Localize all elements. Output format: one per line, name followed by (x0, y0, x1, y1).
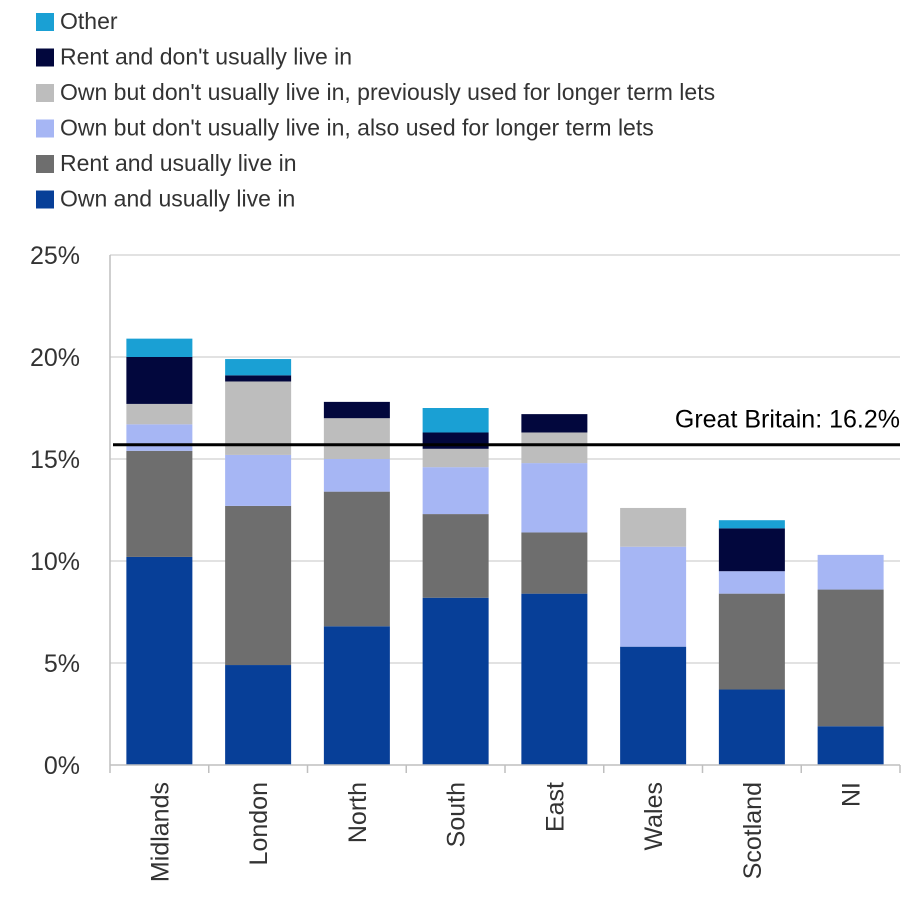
bar-segment-rent-and-don-t-usually-live-in (225, 375, 292, 382)
bar-segment-own-and-usually-live-in (718, 689, 785, 765)
x-category-label-ni: NI (838, 782, 866, 807)
legend-item-rent-and-don-t-usually-live-in: Rent and don't usually live in (36, 44, 352, 70)
legend-label: Own and usually live in (60, 186, 295, 212)
bar-stack-south (422, 408, 489, 765)
bar-stack-scotland (718, 520, 785, 765)
x-category-label-scotland: Scotland (739, 782, 767, 879)
legend-item-other: Other (36, 8, 118, 34)
x-category-label-wales: Wales (640, 782, 668, 851)
bar-segment-own-but-don-t-usually-live-in-previously-used-for-longer-term-lets (422, 448, 489, 468)
legend-item-own-and-usually-live-in: Own and usually live in (36, 186, 295, 212)
legend-swatch (36, 190, 54, 209)
bar-segment-own-and-usually-live-in (225, 665, 292, 765)
x-category-label-midlands: Midlands (146, 782, 174, 882)
x-category-label-south: South (443, 782, 471, 847)
legend-swatch (36, 13, 54, 31)
bar-segment-own-but-don-t-usually-live-in-previously-used-for-longer-term-lets (225, 381, 292, 455)
chart-bars (126, 338, 884, 765)
bar-segment-own-and-usually-live-in (323, 626, 390, 765)
legend-swatch (36, 155, 54, 173)
bar-segment-rent-and-usually-live-in (225, 505, 292, 666)
bar-segment-rent-and-don-t-usually-live-in (126, 357, 193, 404)
bar-segment-rent-and-don-t-usually-live-in (718, 528, 785, 572)
bar-segment-own-and-usually-live-in (817, 726, 884, 765)
legend-swatch (36, 119, 54, 138)
y-tick-label: 0% (44, 752, 80, 780)
y-tick-label: 5% (44, 650, 80, 678)
bar-stack-ni (817, 554, 884, 765)
bar-segment-other (126, 338, 193, 357)
bar-segment-own-and-usually-live-in (521, 593, 588, 765)
y-tick-label: 20% (30, 344, 80, 372)
x-category-label-london: London (245, 782, 273, 865)
bar-segment-own-but-don-t-usually-live-in-also-used-for-longer-term-lets (620, 546, 687, 647)
bar-segment-rent-and-don-t-usually-live-in (422, 432, 489, 449)
bar-segment-own-but-don-t-usually-live-in-previously-used-for-longer-term-lets (620, 507, 687, 547)
bar-segment-own-but-don-t-usually-live-in-also-used-for-longer-term-lets (225, 454, 292, 506)
legend-swatch (36, 84, 54, 102)
bar-segment-own-but-don-t-usually-live-in-also-used-for-longer-term-lets (422, 467, 489, 515)
legend-item-rent-and-usually-live-in: Rent and usually live in (36, 150, 297, 176)
legend-item-own-but-don-t-usually-live-in-previously-used-for-longer-term-lets: Own but don't usually live in, previousl… (36, 79, 715, 105)
legend-label: Own but don't usually live in, also used… (60, 115, 654, 141)
chart-legend: Other Rent and don't usually live in Own b… (36, 8, 715, 212)
legend-item-own-but-don-t-usually-live-in-also-used-for-longer-term-lets: Own but don't usually live in, also used… (36, 115, 654, 141)
bar-segment-rent-and-usually-live-in (126, 450, 193, 557)
bar-segment-own-but-don-t-usually-live-in-also-used-for-longer-term-lets (323, 459, 390, 492)
reference-line-label: Great Britain: 16.2% (675, 406, 900, 434)
x-axis: Midlands London North South East Wales Scotlan… (109, 764, 901, 882)
legend-label: Own but don't usually live in, previousl… (60, 79, 715, 105)
bar-segment-own-and-usually-live-in (422, 597, 489, 765)
bar-segment-rent-and-usually-live-in (718, 593, 785, 690)
legend-label: Rent and don't usually live in (60, 44, 352, 70)
bar-segment-rent-and-usually-live-in (422, 514, 489, 598)
bar-stack-north (323, 401, 390, 765)
bar-stack-midlands (126, 338, 193, 765)
bar-segment-other (422, 408, 489, 433)
bar-segment-own-but-don-t-usually-live-in-previously-used-for-longer-term-lets (126, 403, 193, 425)
bar-segment-own-and-usually-live-in (620, 646, 687, 765)
y-axis: 0% 5% 10% 15% 20% 25% (30, 242, 111, 780)
bar-segment-rent-and-usually-live-in (817, 589, 884, 727)
reference-line-group: Great Britain: 16.2% (113, 406, 900, 447)
bar-segment-rent-and-usually-live-in (521, 532, 588, 594)
y-tick-label: 25% (30, 242, 80, 270)
bar-segment-rent-and-usually-live-in (323, 491, 390, 627)
bar-segment-rent-and-don-t-usually-live-in (521, 414, 588, 433)
bar-segment-own-but-don-t-usually-live-in-previously-used-for-longer-term-lets (323, 418, 390, 459)
bar-segment-own-but-don-t-usually-live-in-previously-used-for-longer-term-lets (521, 432, 588, 464)
legend-label: Other (60, 8, 118, 34)
legend-swatch (36, 48, 54, 67)
bar-stack-wales (620, 507, 687, 765)
legend-label: Rent and usually live in (60, 150, 297, 176)
bar-segment-own-but-don-t-usually-live-in-also-used-for-longer-term-lets (817, 554, 884, 590)
y-tick-label: 15% (30, 446, 80, 474)
bar-segment-rent-and-don-t-usually-live-in (323, 401, 390, 419)
bar-segment-own-but-don-t-usually-live-in-also-used-for-longer-term-lets (718, 571, 785, 594)
bar-stack-east (521, 414, 588, 765)
bar-segment-own-and-usually-live-in (126, 556, 193, 765)
bar-stack-london (225, 359, 292, 765)
bar-segment-own-but-don-t-usually-live-in-also-used-for-longer-term-lets (126, 424, 193, 451)
bar-segment-own-but-don-t-usually-live-in-also-used-for-longer-term-lets (521, 463, 588, 533)
x-category-label-east: East (541, 782, 569, 832)
y-tick-label: 10% (30, 548, 80, 576)
bar-segment-other (718, 520, 785, 529)
x-category-label-north: North (344, 782, 372, 843)
bar-segment-other (225, 359, 292, 376)
